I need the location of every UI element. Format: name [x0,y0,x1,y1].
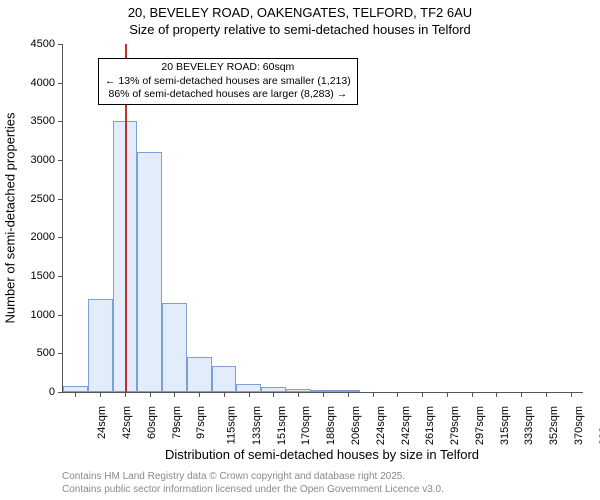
y-tickmark [58,199,63,200]
annotation-line3: 86% of semi-detached houses are larger (… [105,88,351,102]
annotation-line1: 20 BEVELEY ROAD: 60sqm [105,61,351,75]
histogram-bar [311,390,336,392]
y-tick-label: 3000 [31,154,55,166]
x-tickmark [174,392,175,397]
x-axis-label: Distribution of semi-detached houses by … [62,447,582,462]
x-tickmark [521,392,522,397]
x-tickmark [373,392,374,397]
x-tick-label: 42sqm [121,406,133,439]
x-tick-label: 188sqm [325,406,337,445]
x-tick-label: 261sqm [424,406,436,445]
plot-area: 05001000150020002500300035004000450024sq… [62,44,583,393]
property-size-chart: 20, BEVELEY ROAD, OAKENGATES, TELFORD, T… [0,0,600,500]
histogram-bar [335,390,360,392]
x-tickmark [298,392,299,397]
x-tick-label: 333sqm [523,406,535,445]
x-tickmark [496,392,497,397]
x-tick-label: 370sqm [573,406,585,445]
footer-line2: Contains public sector information licen… [62,483,444,496]
x-tick-label: 60sqm [146,406,158,439]
y-tick-label: 4500 [31,38,55,50]
x-tick-label: 133sqm [251,406,263,445]
x-tick-label: 224sqm [375,406,387,445]
histogram-bar [162,303,187,392]
x-tick-label: 297sqm [474,406,486,445]
x-tickmark [447,392,448,397]
x-tick-label: 79sqm [171,406,183,439]
annotation-line2: ← 13% of semi-detached houses are smalle… [105,75,351,89]
histogram-bar [236,384,261,393]
y-tick-label: 3500 [31,115,55,127]
histogram-bar [286,389,311,392]
y-tick-label: 4000 [31,77,55,89]
y-tickmark [58,392,63,393]
x-tickmark [323,392,324,397]
x-tick-label: 24sqm [96,406,108,439]
x-tickmark [472,392,473,397]
x-tickmark [571,392,572,397]
x-tick-label: 279sqm [449,406,461,445]
footer-line1: Contains HM Land Registry data © Crown c… [62,470,444,483]
x-tickmark [273,392,274,397]
x-tickmark [546,392,547,397]
y-tickmark [58,276,63,277]
x-tickmark [75,392,76,397]
y-tick-label: 2000 [31,231,55,243]
histogram-bar [261,387,286,392]
x-tick-label: 115sqm [226,406,238,444]
x-tickmark [249,392,250,397]
chart-title-block: 20, BEVELEY ROAD, OAKENGATES, TELFORD, T… [0,5,600,39]
x-tickmark [150,392,151,397]
y-axis-label: Number of semi-detached properties [3,113,18,324]
histogram-bar [212,366,237,392]
y-tickmark [58,353,63,354]
x-tickmark [422,392,423,397]
x-tick-label: 242sqm [400,406,412,445]
x-tickmark [224,392,225,397]
y-tick-label: 500 [37,347,55,359]
y-tick-label: 1500 [31,270,55,282]
chart-title-line1: 20, BEVELEY ROAD, OAKENGATES, TELFORD, T… [0,5,600,22]
x-tick-label: 170sqm [301,406,313,445]
y-tickmark [58,44,63,45]
x-tick-label: 315sqm [499,406,511,445]
y-tickmark [58,160,63,161]
footer-attribution: Contains HM Land Registry data © Crown c… [62,470,444,496]
y-tick-label: 1000 [31,309,55,321]
x-tickmark [199,392,200,397]
x-tick-label: 206sqm [350,406,362,445]
histogram-bar [63,386,88,392]
x-tickmark [397,392,398,397]
histogram-bar [137,152,162,392]
chart-title-line2: Size of property relative to semi-detach… [0,22,600,39]
y-tickmark [58,83,63,84]
x-tick-label: 352sqm [548,406,560,445]
y-tick-label: 0 [49,386,55,398]
x-tickmark [125,392,126,397]
x-tickmark [100,392,101,397]
histogram-bar [88,299,113,392]
histogram-bar [187,357,212,392]
annotation-box: 20 BEVELEY ROAD: 60sqm← 13% of semi-deta… [98,58,358,105]
y-tickmark [58,315,63,316]
x-tick-label: 97sqm [195,406,207,439]
y-tick-label: 2500 [31,193,55,205]
y-tickmark [58,237,63,238]
y-tickmark [58,121,63,122]
x-tickmark [348,392,349,397]
x-tick-label: 151sqm [276,406,288,445]
